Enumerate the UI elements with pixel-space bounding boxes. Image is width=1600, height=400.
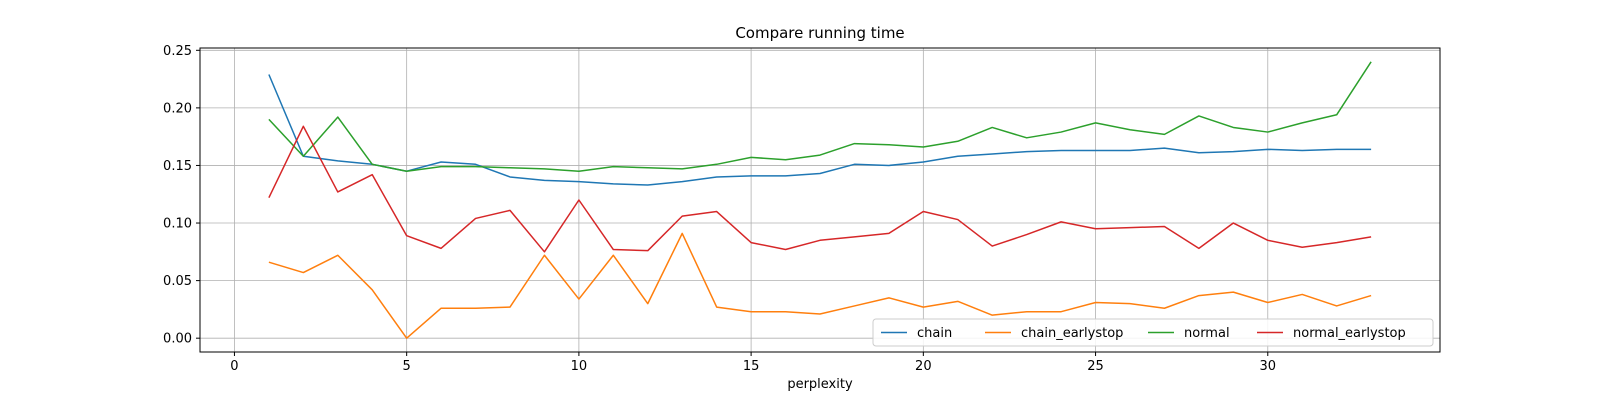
y-tick-label: 0.00 (163, 332, 192, 347)
x-tick-label: 0 (230, 359, 238, 374)
series-line-chain-earlystop (268, 232, 1372, 339)
series-line-normal (268, 61, 1372, 172)
series-line-chain (268, 74, 1372, 186)
x-tick-label: 5 (403, 359, 411, 374)
x-tick-label: 10 (571, 359, 588, 374)
plot-frame (199, 47, 1441, 353)
y-tick-label: 0.10 (163, 217, 192, 232)
x-tick-label: 30 (1260, 359, 1277, 374)
series-layer (268, 61, 1372, 339)
chart-title: Compare running time (735, 24, 904, 42)
x-tick-label: 15 (743, 359, 760, 374)
x-axis-label: perplexity (787, 377, 853, 392)
x-tick-label: 25 (1087, 359, 1104, 374)
legend-label-chain-earlystop: chain_earlystop (1021, 326, 1123, 341)
y-tick-label: 0.20 (163, 101, 192, 116)
axis-ticks: 0 5 10 15 20 25 30 0.00 0.05 0.10 0.15 0.20 0.25 (163, 44, 1276, 374)
y-tick-label: 0.15 (163, 159, 192, 174)
legend-label-chain: chain (917, 326, 952, 341)
legend-label-normal-earlystop: normal_earlystop (1293, 326, 1406, 341)
series-line-normal-earlystop (268, 125, 1372, 253)
legend-label-normal: normal (1184, 326, 1230, 341)
y-tick-label: 0.05 (163, 274, 192, 289)
legend: chain chain_earlystop normal normal_earlyst… (872, 318, 1434, 347)
y-tick-label: 0.25 (163, 44, 192, 59)
x-tick-label: 20 (915, 359, 932, 374)
